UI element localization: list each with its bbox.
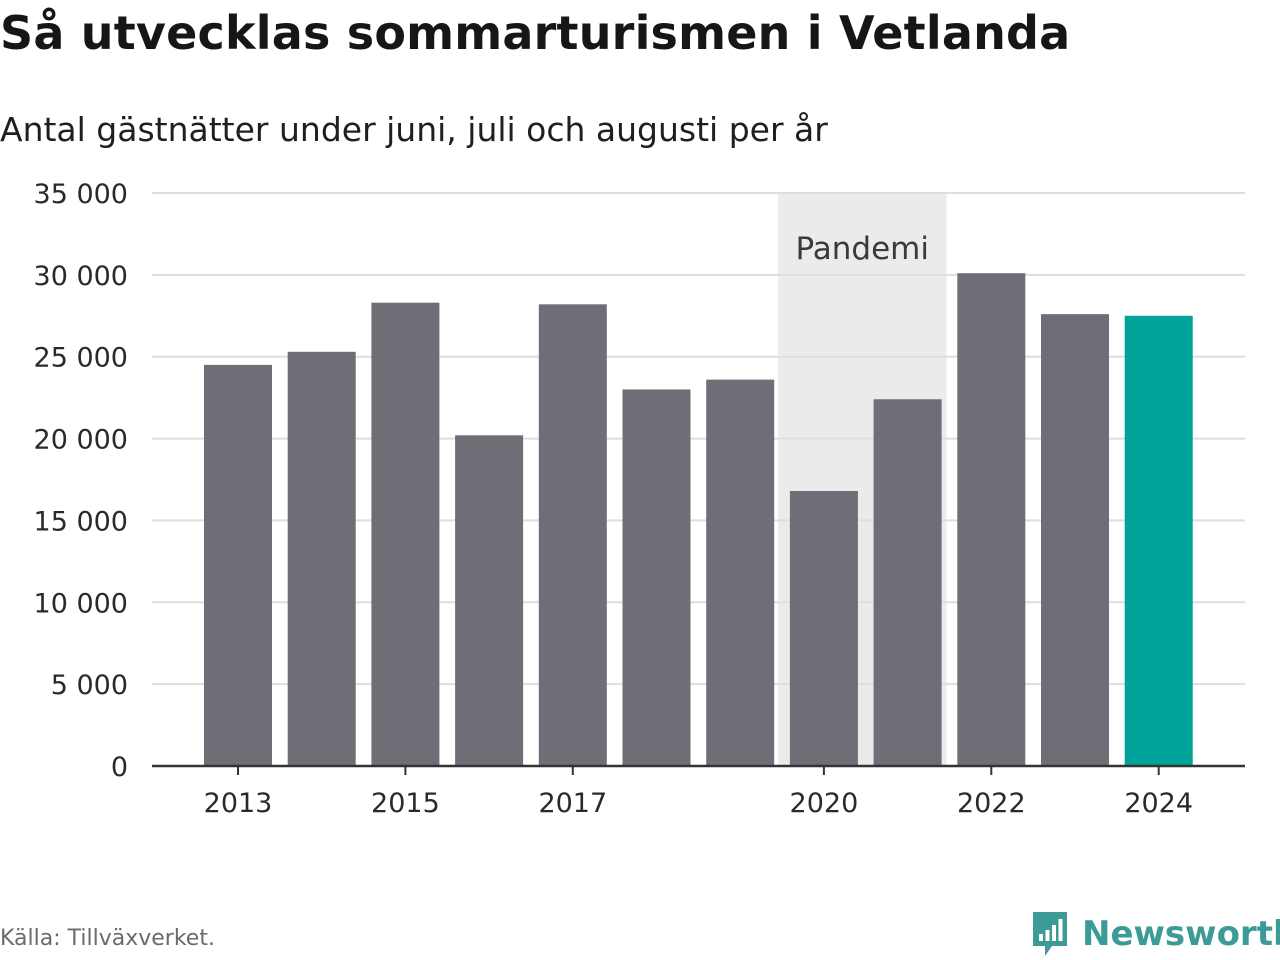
chart-title: Så utvecklas sommarturismen i Vetlanda: [0, 6, 1071, 60]
bar-2015: [371, 302, 440, 766]
pandemic-annotation-label: Pandemi: [795, 231, 929, 267]
x-tick-label: 2024: [1124, 788, 1193, 819]
bar-2021: [873, 399, 942, 766]
chart-subtitle: Antal gästnätter under juni, juli och au…: [0, 110, 828, 149]
bar-2017: [538, 304, 607, 766]
x-tick-label: 2020: [790, 788, 859, 819]
bar-2023: [1041, 314, 1109, 766]
y-tick-label: 35 000: [34, 179, 128, 210]
bar-2019: [706, 379, 775, 766]
bar-2014: [287, 351, 356, 766]
bar-2018: [622, 389, 691, 766]
x-tick-label: 2015: [371, 788, 440, 819]
bar-2024: [1124, 315, 1193, 766]
x-tick-label: 2022: [957, 788, 1026, 819]
y-tick-label: 10 000: [34, 588, 128, 619]
y-tick-label: 30 000: [34, 261, 128, 292]
y-tick-label: 25 000: [34, 343, 128, 374]
brand-name: Newsworthy: [1082, 914, 1280, 954]
source-note: Källa: Tillväxverket.: [0, 926, 215, 951]
bar-2022: [957, 273, 1026, 766]
y-tick-label: 20 000: [34, 425, 128, 456]
y-tick-label: 15 000: [34, 506, 128, 537]
bar-2020: [789, 490, 858, 766]
x-tick-label: 2013: [204, 788, 273, 819]
y-tick-label: 5 000: [51, 670, 128, 701]
y-tick-label: 0: [111, 752, 128, 783]
x-tick-label: 2017: [538, 788, 607, 819]
newsworthy-logo-icon: [1033, 912, 1067, 956]
bar-2013: [204, 364, 272, 766]
bar-chart: 0 5 000 10 000 15 000 20 000 25 000 30 000 35 0…: [34, 179, 1245, 819]
brand-logo: Newsworthy: [1030, 910, 1280, 958]
bar-2016: [455, 435, 524, 766]
